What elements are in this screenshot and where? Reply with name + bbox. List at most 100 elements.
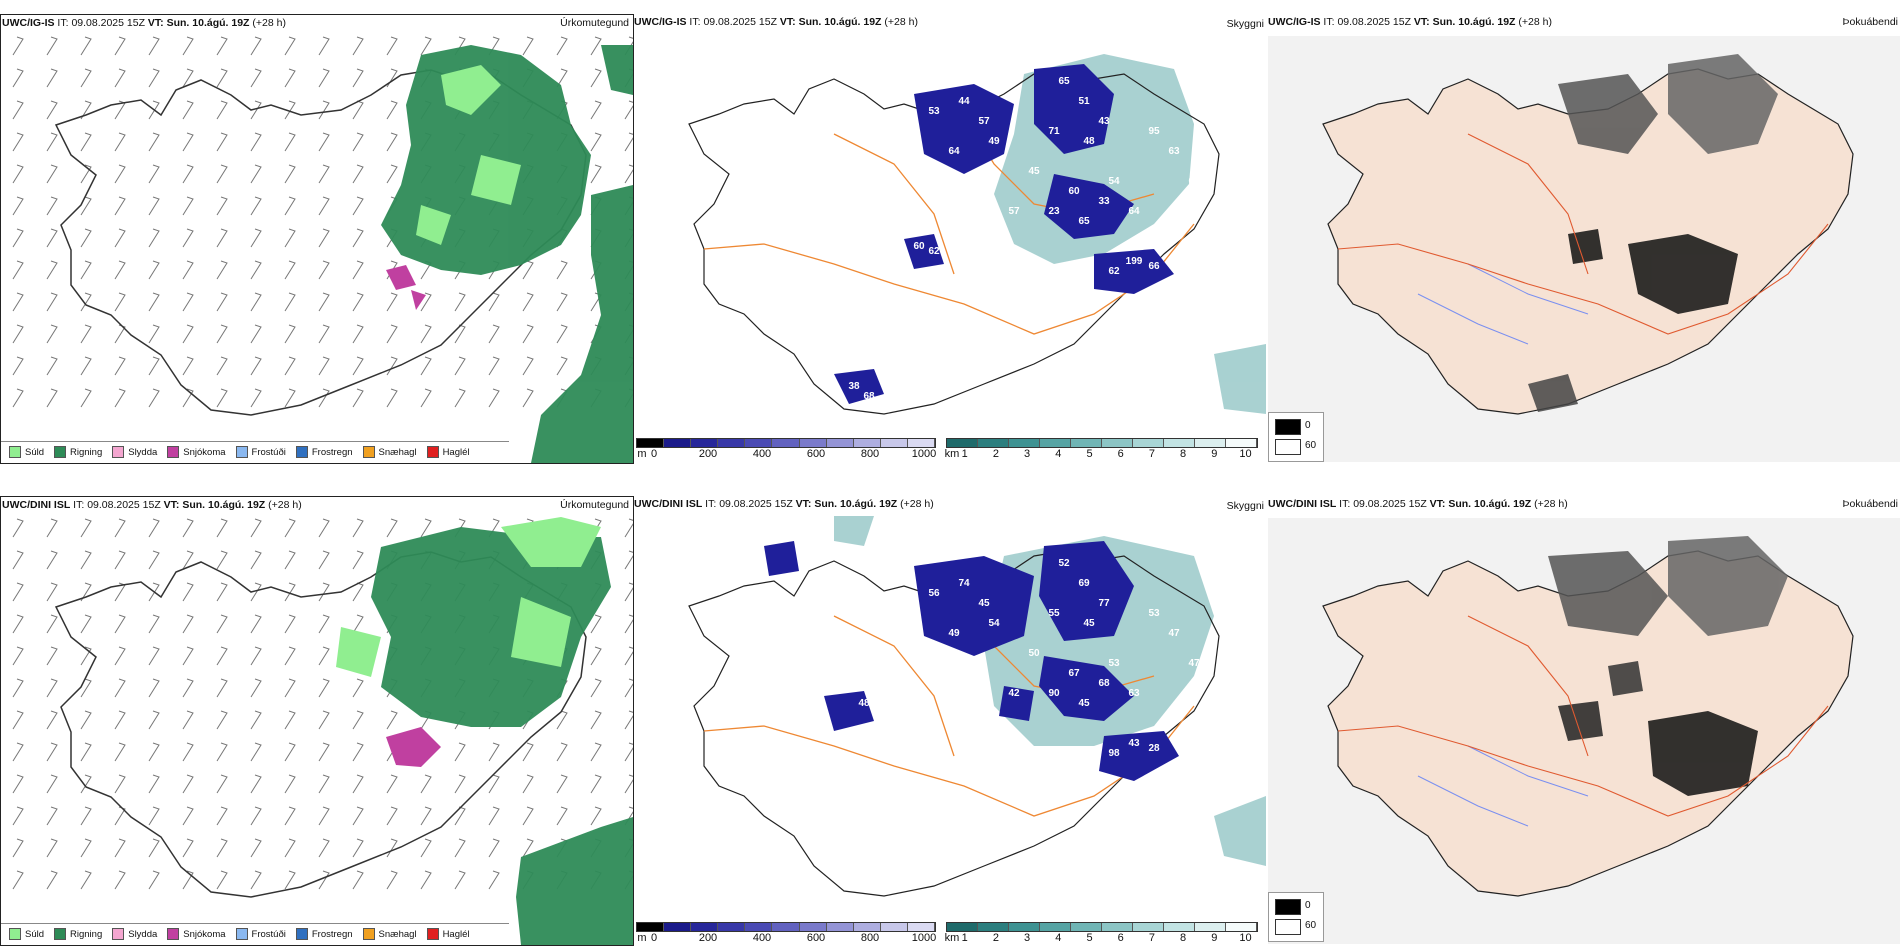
wind-barb — [80, 324, 92, 344]
wind-barb — [148, 228, 160, 248]
fog-legend-white-label: 60 — [1305, 920, 1317, 931]
cloud-base-label: 23 — [1048, 206, 1060, 217]
init-time: 09.08.2025 15Z — [1337, 16, 1411, 28]
wind-barb — [284, 550, 296, 570]
legend-item: Súld — [9, 446, 44, 458]
wind-barb — [420, 870, 432, 890]
legend-item: Rigning — [54, 928, 102, 940]
wind-barb — [12, 196, 24, 216]
cloud-base-label: 28 — [1148, 743, 1160, 754]
wind-barb — [46, 646, 58, 666]
wind-barb — [284, 292, 296, 312]
wind-barb — [216, 742, 228, 762]
cloud-base-label: 62 — [928, 246, 940, 257]
wind-barb — [352, 518, 364, 538]
wind-barb — [284, 614, 296, 634]
wind-barb — [318, 132, 330, 152]
wind-barb — [182, 36, 194, 56]
legend-swatch — [362, 446, 375, 458]
colorbar-tick-label: 800 — [860, 448, 880, 460]
wind-barb — [182, 388, 194, 408]
cloud-base-label: 54 — [988, 618, 1000, 629]
wind-barb — [148, 132, 160, 152]
wind-barb — [182, 742, 194, 762]
panel-header: UWC/IG-IS IT: 09.08.2025 15Z VT: Sun. 10… — [634, 16, 918, 28]
legend-swatch — [362, 928, 375, 940]
lead-time: (+28 h) — [252, 17, 286, 29]
wind-barb — [420, 774, 432, 794]
colorbar-segment — [718, 923, 746, 931]
wind-barb — [80, 582, 92, 602]
wind-barb — [590, 132, 602, 152]
wind-barb — [522, 806, 534, 826]
wind-barb — [12, 164, 24, 184]
wind-barb — [624, 100, 633, 120]
wind-barb — [46, 196, 58, 216]
cloud-base-label: 64 — [1128, 206, 1140, 217]
wind-barb — [454, 838, 466, 858]
wind-barb — [284, 870, 296, 890]
colorbar-segment — [853, 439, 881, 447]
wind-barb — [182, 870, 194, 890]
wind-barb — [148, 324, 160, 344]
wind-barb — [590, 164, 602, 184]
colorbar-segment — [1226, 439, 1257, 447]
wind-barb — [624, 518, 633, 538]
wind-barb — [318, 100, 330, 120]
colorbar-segment — [1102, 923, 1133, 931]
cloud-base-label: 39 — [863, 873, 875, 884]
wind-barb — [80, 870, 92, 890]
wind-barb — [624, 614, 633, 634]
wind-barb — [250, 838, 262, 858]
cloud-base-label: 42 — [778, 66, 790, 77]
height-colorbar: m 0 200 400 600 800 1000 — [636, 922, 936, 944]
wind-barb — [114, 68, 126, 88]
wind-barb — [352, 710, 364, 730]
wind-barb — [318, 292, 330, 312]
lead-time: (+28 h) — [884, 16, 918, 28]
wind-barb — [556, 36, 568, 56]
wind-barb — [182, 550, 194, 570]
wind-barb — [590, 614, 602, 634]
wind-barb — [80, 36, 92, 56]
wind-barb — [250, 614, 262, 634]
wind-barb — [12, 356, 24, 376]
wind-barb — [318, 838, 330, 858]
wind-barb — [114, 678, 126, 698]
colorbar-segment — [1195, 923, 1226, 931]
colorbar-segment — [799, 923, 827, 931]
wind-barb — [624, 742, 633, 762]
wind-barb — [46, 678, 58, 698]
wind-barb — [46, 260, 58, 280]
wind-barb — [386, 774, 398, 794]
wind-barb — [12, 838, 24, 858]
cloud-base-label: 50 — [1028, 648, 1040, 659]
height-colorbar-ramp — [636, 438, 936, 448]
wind-barb — [80, 646, 92, 666]
fog-title: Þokuábendi — [1842, 16, 1898, 28]
cloud-base-label: 47 — [1168, 628, 1180, 639]
cloud-vis-panel-2: UWC/DINI ISL IT: 09.08.2025 15Z VT: Sun.… — [634, 496, 1266, 944]
wind-barb — [12, 68, 24, 88]
cloud-base-label: 64 — [1188, 176, 1200, 187]
wind-barb — [624, 678, 633, 698]
wind-barb — [216, 228, 228, 248]
wind-barb — [522, 774, 534, 794]
wind-barb — [46, 742, 58, 762]
wind-barb — [352, 292, 364, 312]
wind-barb — [624, 164, 633, 184]
wind-barb — [352, 260, 364, 280]
legend-swatch — [295, 928, 308, 940]
wind-barb — [318, 36, 330, 56]
legend-item: Súld — [9, 928, 44, 940]
cloud-base-label: 33 — [1098, 196, 1110, 207]
colorbar-segment — [826, 439, 854, 447]
cloud-base-label: 49 — [948, 628, 960, 639]
cloud-base-label: 63 — [1128, 688, 1140, 699]
wind-barb — [216, 550, 228, 570]
colorbar-segment — [907, 923, 936, 931]
wind-barb — [148, 100, 160, 120]
colorbar-segment — [691, 923, 719, 931]
wind-barb — [624, 582, 633, 602]
wind-barb — [420, 838, 432, 858]
